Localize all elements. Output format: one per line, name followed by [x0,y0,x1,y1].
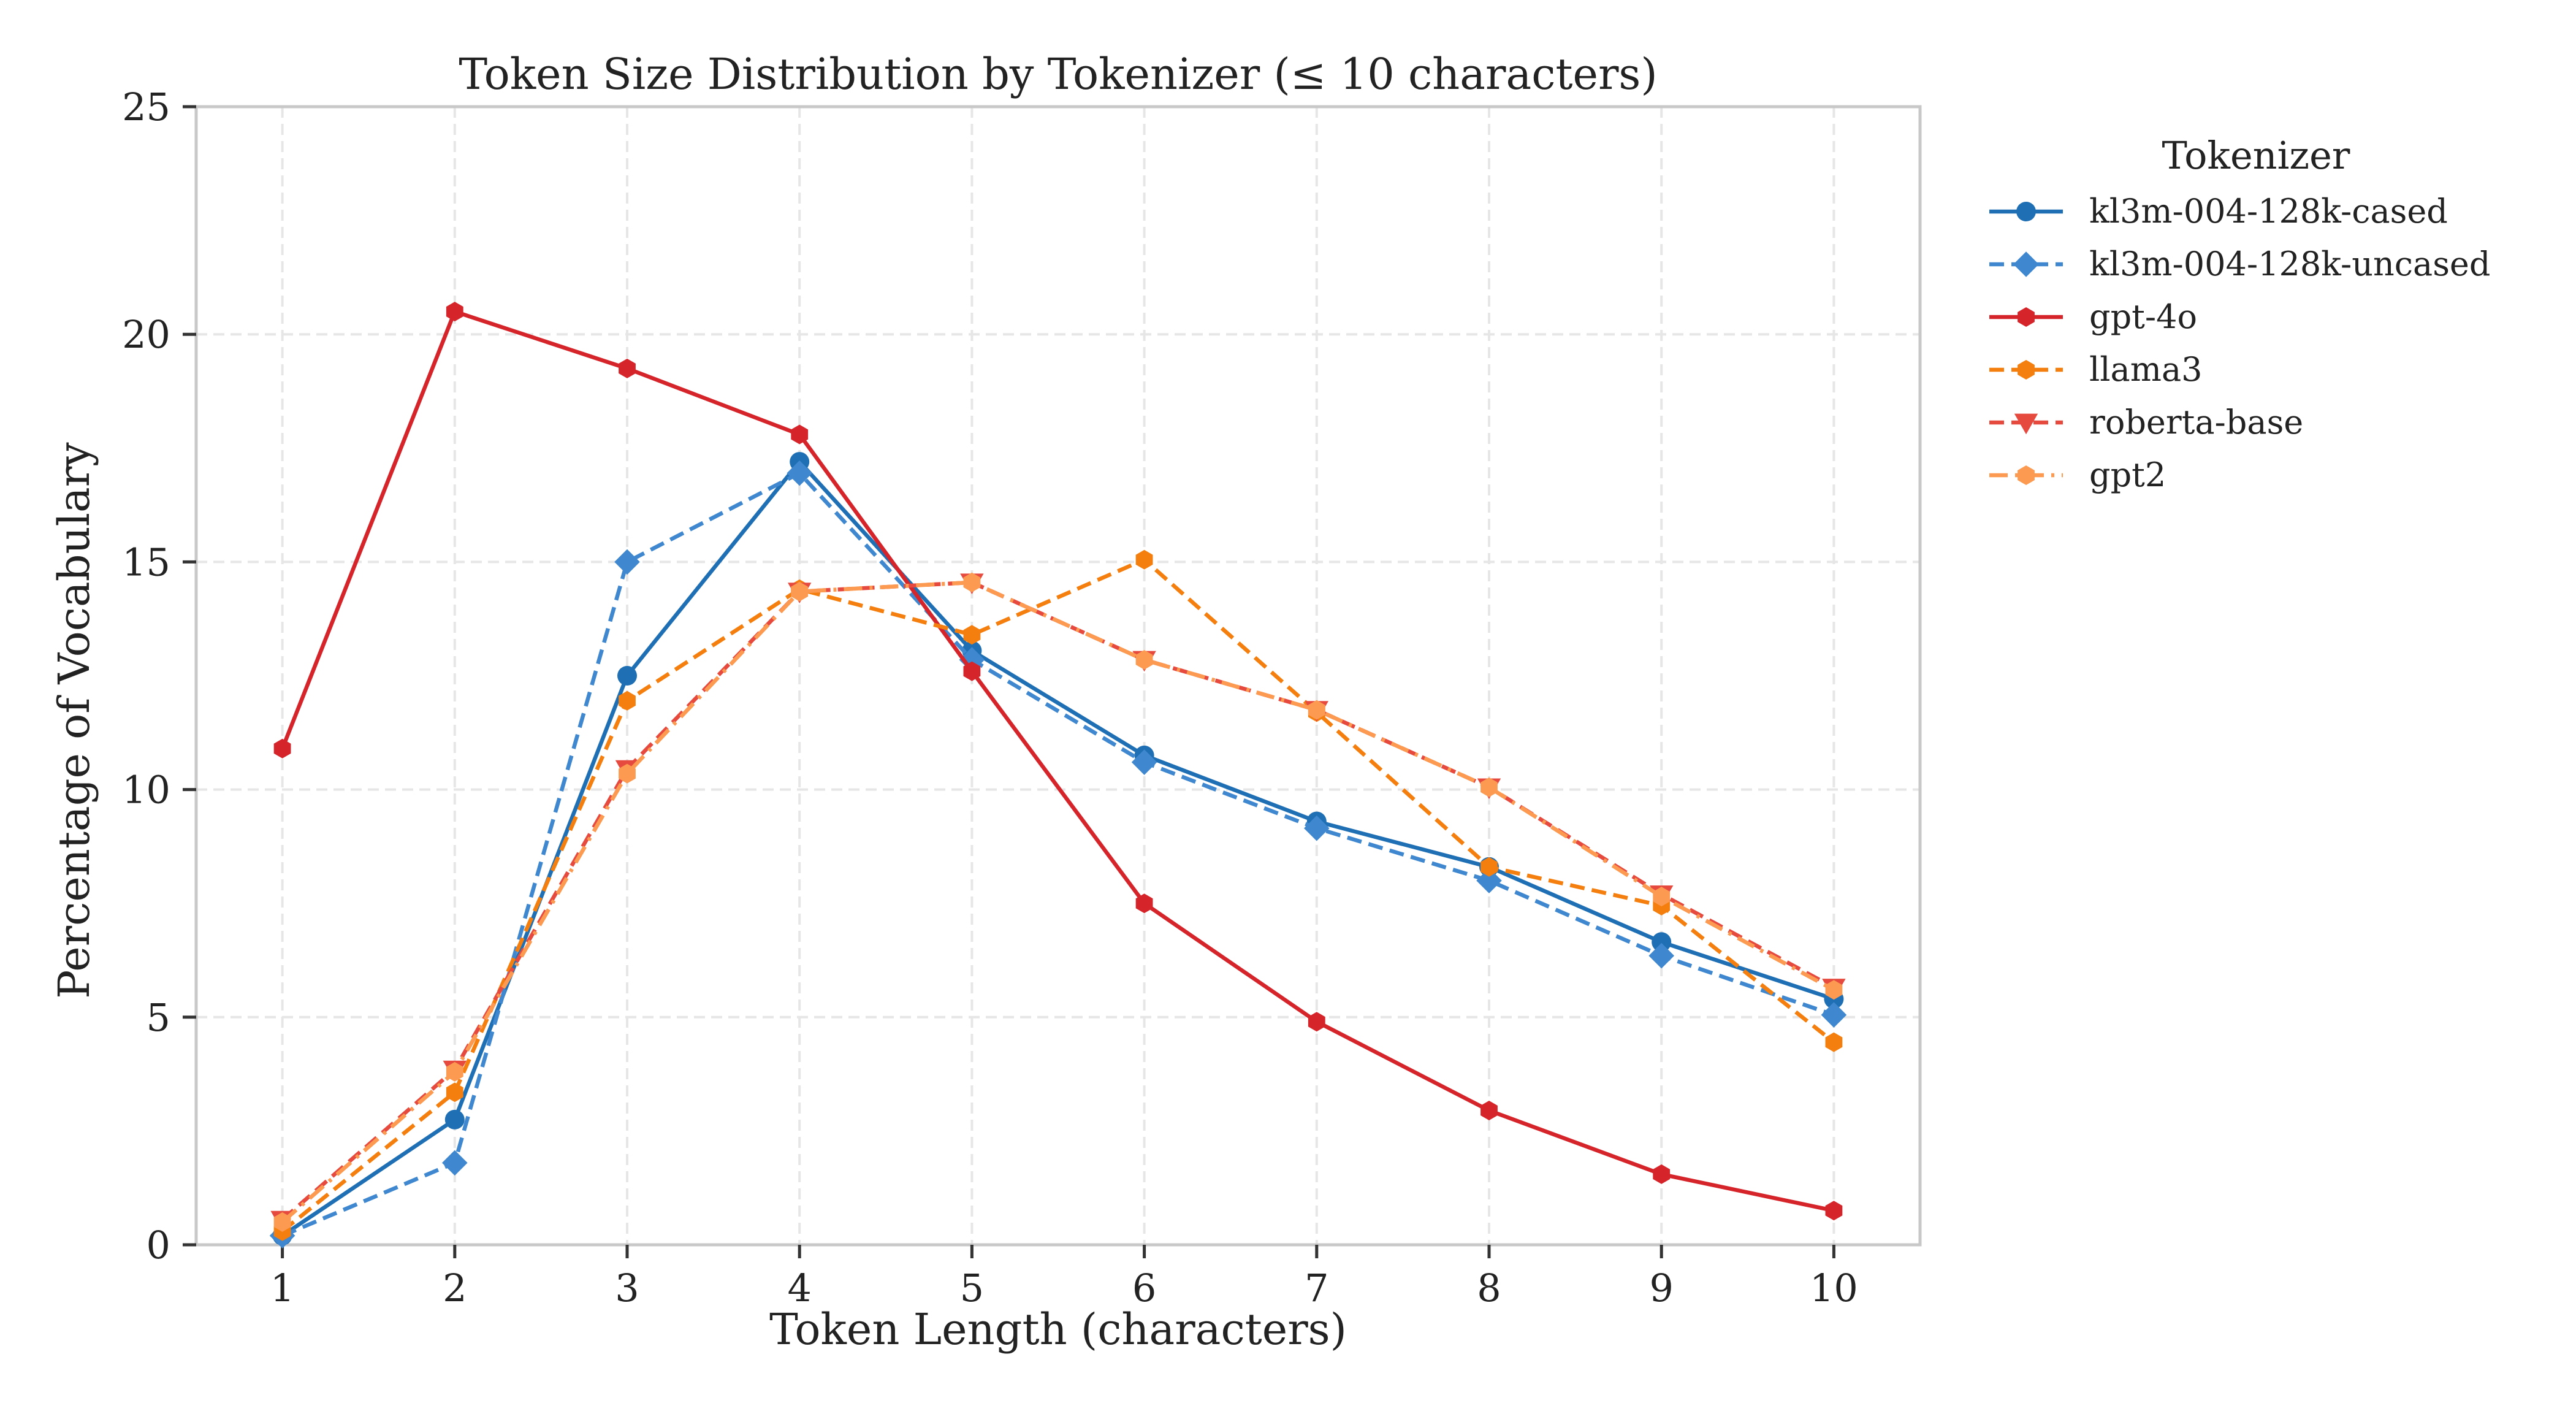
data-point [963,572,981,592]
x-axis-label: Token Length (characters) [769,1304,1347,1355]
x-tick-label: 8 [1477,1266,1501,1310]
legend-title: Tokenizer [2162,133,2350,178]
data-point [1821,1002,1847,1028]
data-point [617,666,637,686]
data-point [444,1109,465,1130]
series-line [281,459,1835,1237]
plot-frame [194,105,1922,1247]
legend-entry: kl3m-004-128k-cased [1989,192,2448,231]
data-point [1652,932,1672,952]
data-point [1648,942,1674,969]
y-tick-label: 15 [122,540,170,584]
x-tick-label: 6 [1132,1266,1156,1310]
legend-marker [2014,413,2038,435]
series-roberta-base [270,573,1846,1232]
legend-label: gpt-4o [2089,297,2197,336]
y-axis-label: Percentage of Vocabulary [49,442,99,999]
series-gpt-4o [273,302,1843,1221]
legend-entry: llama3 [1989,350,2203,389]
x-tick-label: 5 [960,1266,984,1310]
data-point [1480,857,1498,877]
data-point [442,1150,468,1176]
legend-entry: kl3m-004-128k-uncased [1989,245,2490,283]
data-point [1476,868,1502,893]
legend-label: gpt2 [2089,456,2166,494]
data-point [619,690,636,711]
legend-marker [2018,307,2035,327]
y-tick-label: 25 [122,85,170,129]
series-kl3m-004-128k-cased [272,452,1844,1246]
data-point [1135,549,1153,570]
x-tick-label: 7 [1305,1266,1328,1310]
data-point [1308,700,1325,720]
legend-marker [2016,202,2036,221]
y-tick-label: 20 [122,312,170,357]
data-point [1653,1164,1671,1184]
data-point [273,1212,291,1232]
series-llama3 [273,549,1843,1241]
data-point [963,625,981,645]
series-line [281,580,1835,1224]
axes [194,105,1922,1247]
series-line [281,557,1835,1233]
y-tick-label: 5 [147,995,170,1040]
x-tick-label: 4 [787,1266,811,1310]
data-point [963,661,981,681]
legend-label: llama3 [2089,350,2203,389]
x-tick-label: 9 [1649,1266,1673,1310]
legend-entry: roberta-base [1989,403,2303,442]
data-point [791,424,809,445]
x-tick-label: 10 [1810,1266,1858,1310]
x-tick-label: 2 [443,1266,467,1310]
data-point [1135,650,1153,670]
data-point [1480,1101,1498,1120]
data-point [619,763,636,784]
data-point [446,302,463,322]
data-point [1825,1032,1843,1052]
y-tick-label: 0 [147,1223,170,1267]
x-tick-label: 1 [270,1266,294,1310]
data-point [1480,777,1498,797]
axis-ticks: 1 2 3 4 5 6 7 8 9 10 0 5 10 15 20 25 [122,85,1858,1310]
data-point [791,581,809,602]
legend-label: roberta-base [2089,403,2303,442]
data-point [273,738,291,759]
x-tick-label: 3 [615,1266,639,1310]
data-point [1131,749,1157,775]
data-point [1825,1201,1843,1221]
legend-marker [2018,360,2035,380]
chart-title: Token Size Distribution by Tokenizer (≤ … [459,49,1657,99]
series-gpt2 [273,572,1843,1232]
legend-entry: gpt-4o [1989,297,2197,336]
data-point [787,460,812,486]
series-kl3m-004-128k-uncased [269,460,1847,1248]
data-point [1308,1012,1325,1032]
series-line [281,471,1835,1238]
legend-marker [2013,251,2039,277]
legend-label: kl3m-004-128k-uncased [2089,245,2490,283]
data-point [614,549,640,575]
data-point [446,1061,463,1082]
series-line [281,580,1835,1221]
series-line [280,309,1835,1213]
data-point [619,358,636,378]
data-point [1135,893,1153,914]
legend-label: kl3m-004-128k-cased [2089,192,2448,231]
y-tick-label: 10 [122,768,170,812]
legend-entry: gpt2 [1989,456,2166,494]
legend: Tokenizer kl3m-004-128k-cased kl3m-004-12… [1989,133,2490,494]
series-layer [269,302,1847,1248]
data-point [446,1082,463,1103]
data-point [1653,887,1671,907]
data-point [1825,980,1843,1000]
data-point [1304,815,1330,841]
legend-marker [2018,465,2035,485]
